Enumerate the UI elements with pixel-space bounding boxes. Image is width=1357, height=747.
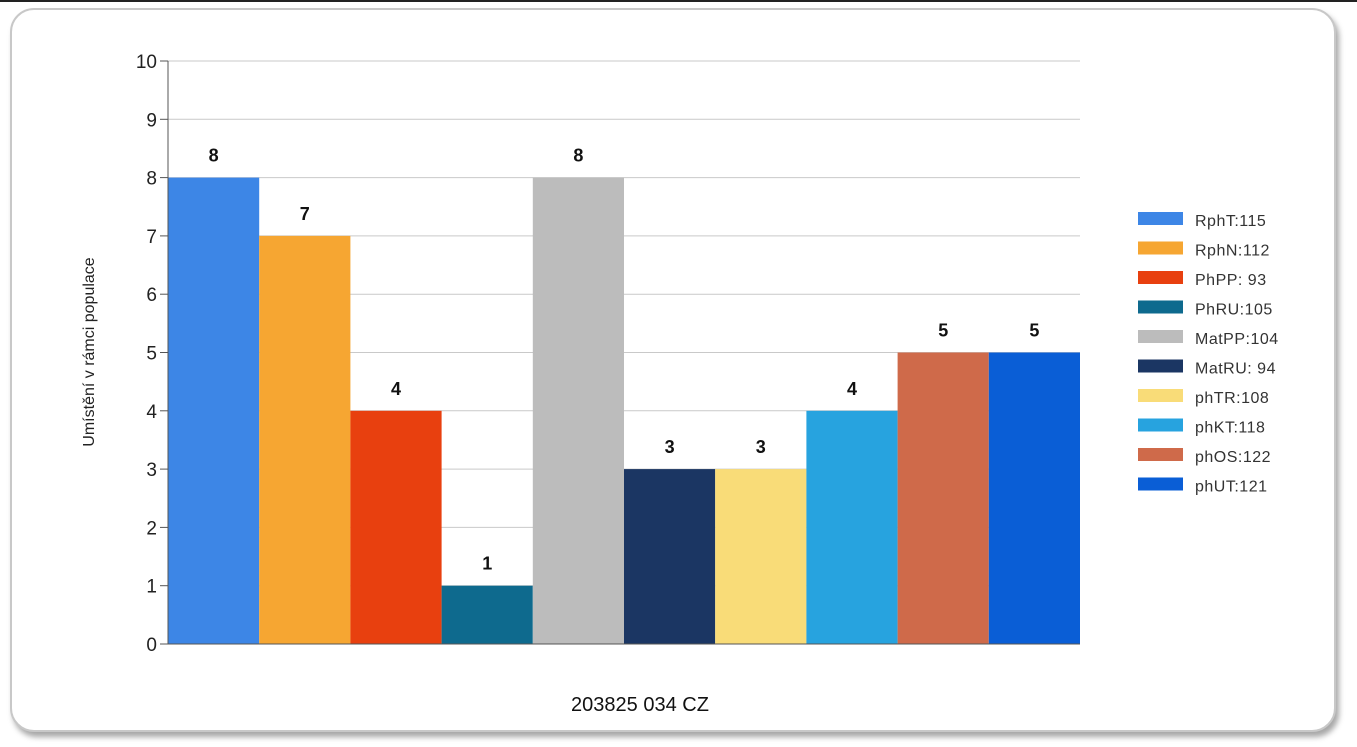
- data-label-0: 8: [209, 146, 219, 166]
- y-tick-label: 7: [146, 227, 157, 248]
- legend-label-5: MatRU: 94: [1195, 361, 1276, 378]
- y-tick-label: 10: [136, 52, 157, 73]
- y-tick-label: 0: [146, 635, 157, 656]
- y-tick-label: 5: [146, 344, 157, 365]
- legend-label-7: phKT:118: [1195, 420, 1265, 437]
- data-labels: 8 7 4 1 8 3 3 4 5 5: [209, 146, 1040, 574]
- bar-4: [532, 177, 624, 644]
- legend-label-1: RphN:112: [1195, 243, 1270, 260]
- legend-label-2: PhPP: 93: [1195, 272, 1267, 289]
- bar-8: [897, 352, 989, 644]
- bar-9: [988, 352, 1080, 644]
- bar-3: [441, 585, 533, 644]
- data-label-3: 1: [482, 554, 492, 574]
- bars: [168, 177, 1080, 644]
- data-label-5: 3: [665, 437, 675, 457]
- bar-0: [168, 177, 260, 644]
- legend-swatch-3: [1138, 300, 1183, 314]
- legend-swatch-2: [1138, 271, 1183, 284]
- legend-label-9: phUT:121: [1195, 479, 1268, 496]
- legend-swatch-6: [1138, 389, 1183, 402]
- y-tick-label: 8: [146, 169, 157, 190]
- legend-swatch-1: [1138, 241, 1183, 255]
- data-label-4: 8: [573, 146, 583, 166]
- legend-swatch-0: [1138, 212, 1183, 225]
- y-tick-label: 9: [146, 110, 157, 131]
- y-tick-label: 2: [146, 518, 157, 539]
- y-tick-label: 6: [146, 285, 157, 306]
- data-label-7: 4: [847, 379, 857, 399]
- bar-6: [715, 469, 807, 644]
- legend-swatch-9: [1138, 477, 1183, 491]
- legend-label-3: PhRU:105: [1195, 302, 1273, 319]
- axes: 0 1 2 3 4 5 6 7 8 9 10: [136, 52, 1080, 656]
- data-label-8: 5: [938, 321, 948, 341]
- legend-label-0: RphT:115: [1195, 213, 1266, 230]
- bar-5: [624, 469, 716, 644]
- legend-swatch-7: [1138, 418, 1183, 432]
- legend-label-8: phOS:122: [1195, 449, 1271, 466]
- bar-2: [350, 410, 442, 644]
- legend-swatch-8: [1138, 448, 1183, 461]
- legend-label-6: phTR:108: [1195, 390, 1269, 407]
- x-axis-title: 203825 034 CZ: [571, 694, 709, 716]
- data-label-2: 4: [391, 379, 401, 399]
- y-axis-title: Umístění v rámci populace: [81, 257, 98, 447]
- legend-swatch-4: [1138, 330, 1183, 343]
- data-label-9: 5: [1029, 321, 1039, 341]
- y-tick-label: 3: [146, 460, 157, 481]
- top-rule: [0, 0, 1357, 2]
- data-label-6: 3: [756, 437, 766, 457]
- y-tick-label: 4: [146, 402, 157, 423]
- y-tick-label: 1: [146, 577, 157, 598]
- legend-label-4: MatPP:104: [1195, 331, 1279, 348]
- data-label-1: 7: [300, 204, 310, 224]
- legend: RphT:115 RphN:112 PhPP: 93 PhRU:105 MatPP:10…: [1138, 212, 1279, 496]
- bar-7: [806, 410, 898, 644]
- legend-swatch-5: [1138, 359, 1183, 373]
- bar-1: [259, 235, 351, 644]
